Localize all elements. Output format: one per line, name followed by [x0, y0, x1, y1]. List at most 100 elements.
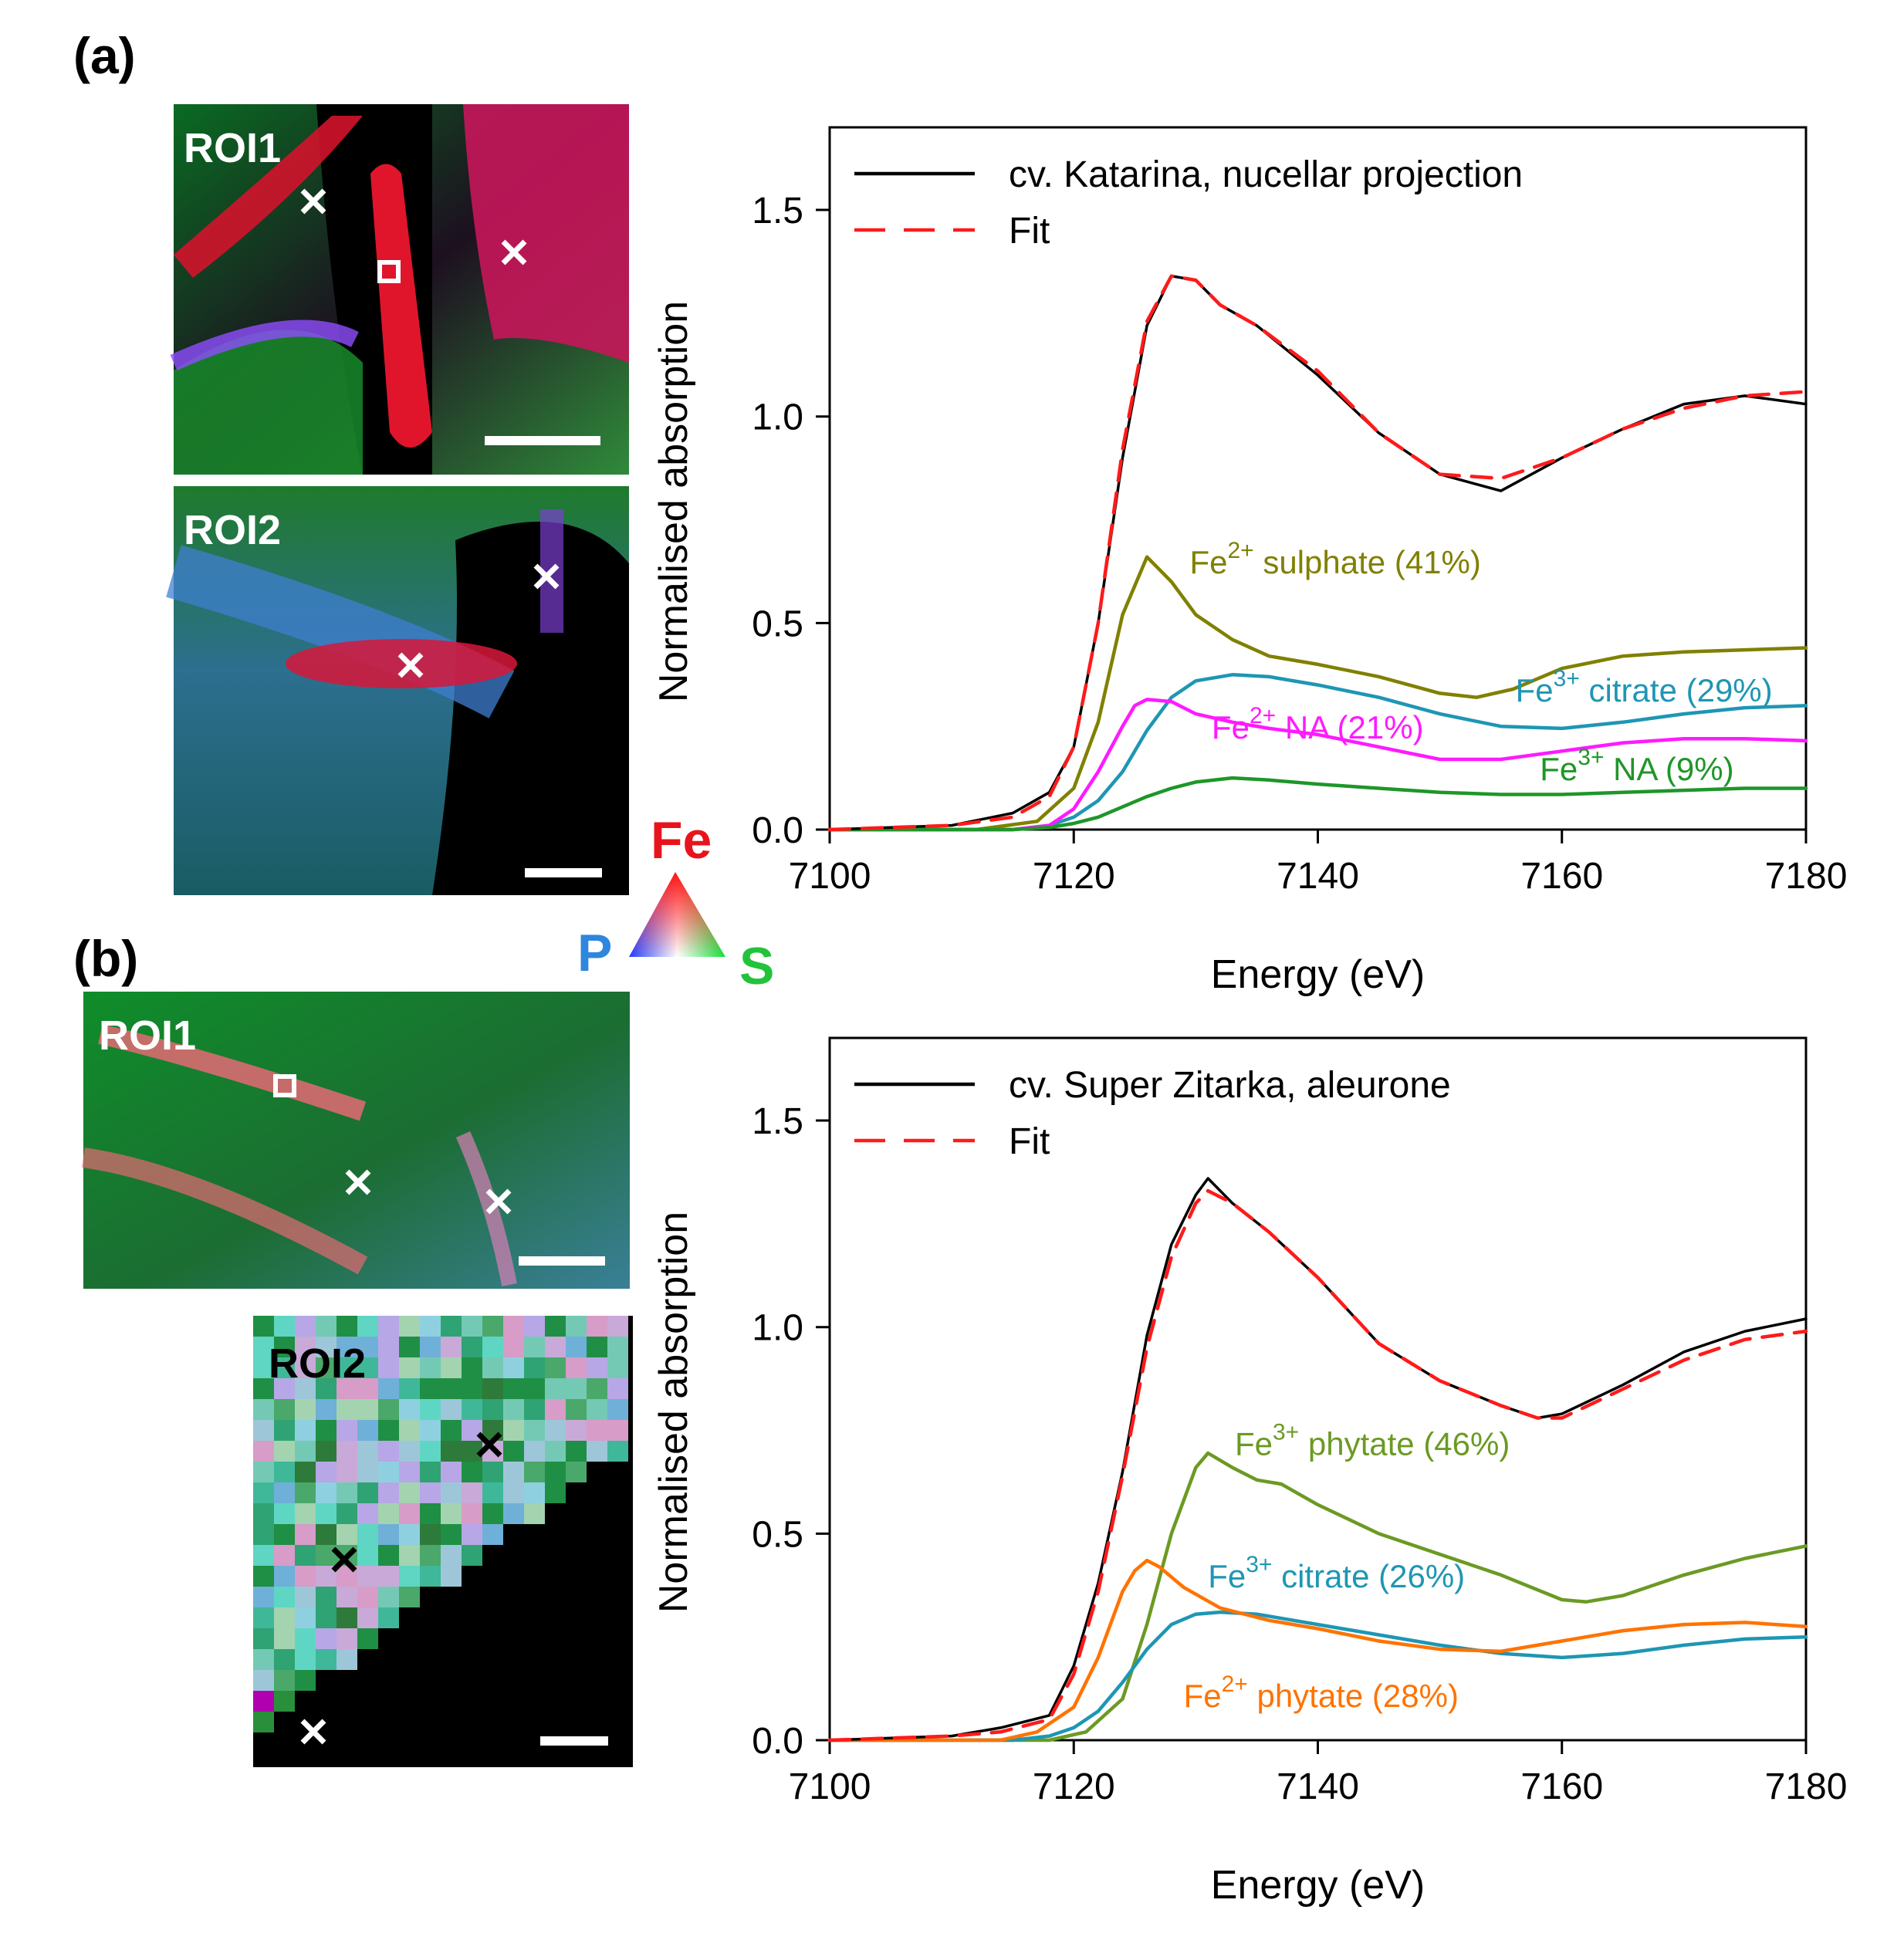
pixel — [253, 1649, 274, 1670]
pixel — [441, 1524, 462, 1545]
pixel — [420, 1524, 441, 1545]
pixel — [566, 1441, 587, 1462]
pixel — [336, 1337, 357, 1357]
pixel — [566, 1378, 587, 1399]
pixel — [378, 1462, 399, 1482]
series-label-base: Fe — [1189, 544, 1227, 580]
pixel — [357, 1337, 378, 1357]
pixel — [357, 1524, 378, 1545]
series-line-fe3-citrate — [827, 1610, 1808, 1742]
pixel — [399, 1462, 420, 1482]
series-line-fit — [827, 1188, 1808, 1742]
key-s: S — [739, 937, 774, 995]
panel-a-label: (a) — [73, 27, 136, 84]
x-tick-label: 7180 — [1765, 1766, 1848, 1807]
pixel — [462, 1524, 482, 1545]
series-label-base: Fe — [1235, 1426, 1273, 1462]
pixel — [295, 1441, 316, 1462]
pixel — [420, 1462, 441, 1482]
pixel — [253, 1357, 274, 1378]
pixel — [587, 1420, 607, 1441]
pixel — [253, 1337, 274, 1357]
pixel — [357, 1587, 378, 1607]
pixel — [274, 1357, 295, 1378]
legend-label: cv. Super Zitarka, aleurone — [1009, 1065, 1451, 1106]
x-tick-label: 7180 — [1765, 856, 1848, 897]
pixel — [503, 1399, 524, 1420]
pixel — [441, 1482, 462, 1503]
pixel — [253, 1691, 274, 1712]
pixel — [607, 1441, 628, 1462]
pixel — [295, 1628, 316, 1649]
pixel — [524, 1441, 545, 1462]
pixel — [462, 1503, 482, 1524]
pixel — [566, 1462, 587, 1482]
scale-bar — [485, 436, 600, 445]
pixel — [357, 1357, 378, 1378]
pixel — [524, 1316, 545, 1337]
pixel — [420, 1503, 441, 1524]
pixel — [566, 1357, 587, 1378]
pixel — [274, 1482, 295, 1503]
pixel — [441, 1316, 462, 1337]
pixel — [482, 1337, 503, 1357]
pixel — [399, 1337, 420, 1357]
series-label-superscript: 3+ — [1273, 1420, 1299, 1445]
pixel — [295, 1337, 316, 1357]
pixel — [503, 1420, 524, 1441]
pixel — [420, 1566, 441, 1587]
pixel — [420, 1378, 441, 1399]
scale-bar — [525, 868, 602, 877]
marker-cross — [345, 1169, 371, 1195]
pixel — [357, 1399, 378, 1420]
pixel — [607, 1316, 628, 1337]
pixel — [420, 1420, 441, 1441]
pixel — [253, 1524, 274, 1545]
pixel — [357, 1482, 378, 1503]
pixel — [441, 1399, 462, 1420]
pixel — [378, 1357, 399, 1378]
series-label-base: Fe — [1184, 1678, 1222, 1714]
marker-cross — [300, 188, 326, 215]
pixel — [316, 1441, 336, 1462]
series-label-fe2-sulphate: Fe2+ sulphate (41%) — [1189, 538, 1480, 580]
pixel — [253, 1420, 274, 1441]
pixel — [378, 1441, 399, 1462]
pixel — [295, 1462, 316, 1482]
pixel — [399, 1399, 420, 1420]
series-line-fe2-na — [827, 698, 1808, 832]
pixel — [524, 1462, 545, 1482]
pixel — [316, 1337, 336, 1357]
pixel — [420, 1441, 441, 1462]
pixel — [316, 1545, 336, 1566]
pixel — [503, 1357, 524, 1378]
pixel — [524, 1399, 545, 1420]
series-line-fe3-citrate — [827, 673, 1808, 832]
pixel — [482, 1462, 503, 1482]
pixel — [316, 1607, 336, 1628]
series-label-rest: NA (21%) — [1276, 709, 1423, 745]
pixel — [253, 1587, 274, 1607]
pixel — [566, 1316, 587, 1337]
pixel — [607, 1357, 628, 1378]
pixel — [524, 1378, 545, 1399]
x-axis-label: Energy (eV) — [1211, 1863, 1425, 1908]
marker-cross — [501, 239, 527, 265]
pixel — [462, 1545, 482, 1566]
marker-box — [377, 260, 401, 283]
pixel — [336, 1357, 357, 1378]
pixel — [420, 1337, 441, 1357]
pixel — [253, 1378, 274, 1399]
pixel — [399, 1503, 420, 1524]
series-label-superscript: 2+ — [1250, 703, 1276, 728]
pixel — [316, 1482, 336, 1503]
pixel — [545, 1357, 566, 1378]
pixel — [274, 1607, 295, 1628]
chart-a: 0.0 0.5 1.0 1.5 7100 7120 7140 7160 7180 Energy (… — [651, 126, 1848, 997]
key-fe: Fe — [651, 811, 712, 870]
pixel — [253, 1607, 274, 1628]
pixel — [295, 1670, 316, 1691]
pixel — [274, 1420, 295, 1441]
x-axis-label: Energy (eV) — [1211, 952, 1425, 997]
pixel — [253, 1399, 274, 1420]
